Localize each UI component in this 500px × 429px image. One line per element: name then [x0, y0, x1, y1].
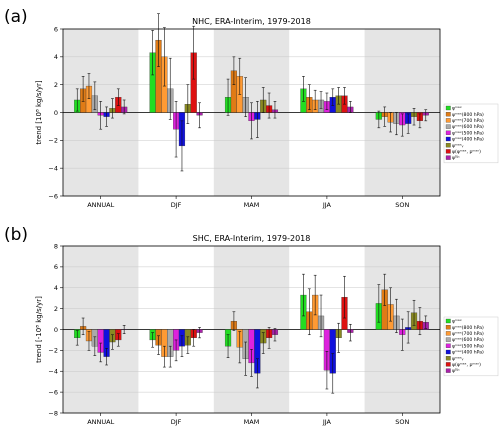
legend-box: [443, 316, 499, 377]
x-tick-label: MAM: [244, 418, 260, 426]
panel-label: (b): [4, 225, 28, 245]
y-tick-label: 6: [54, 263, 58, 271]
legend-swatch: [445, 362, 451, 367]
legend-label: ψᵐᵃˣ(700 hPa): [452, 118, 484, 124]
plot-frame: [62, 245, 441, 414]
x-tick-label: ANNUAL: [87, 201, 114, 209]
legend-swatch: [445, 331, 451, 336]
legend-swatch: [445, 112, 451, 117]
legend-swatch: [445, 105, 451, 111]
legend-label: ψᴰᴶᶜ: [452, 369, 460, 374]
y-axis-label: trend [-10⁸ kg/s/yr]: [35, 296, 43, 363]
legend-swatch: [445, 136, 451, 142]
chart-title: SHC, ERA-Interim, 1979-2018: [193, 234, 311, 243]
plot-frame: [62, 28, 441, 197]
legend-swatch: [445, 149, 451, 154]
legend-box: [443, 103, 499, 164]
y-tick-label: −2: [48, 347, 58, 355]
x-tick-label: SON: [395, 418, 409, 426]
legend-label: ψ(φᵐᵃˣ, pᵐᵃˣ): [452, 362, 481, 368]
x-tick-label: DJF: [171, 418, 182, 426]
y-tick-label: 2: [54, 81, 58, 89]
legend-swatch: [445, 368, 451, 373]
y-axis-label: trend [10⁸ kg/s/yr]: [35, 80, 43, 144]
legend-label: ψᵐᵃˣ(400 hPa): [452, 137, 484, 143]
y-tick-label: −4: [48, 368, 58, 376]
x-tick-label: JJA: [322, 201, 332, 209]
chart-title: NHC, ERA-Interim, 1979-2018: [192, 17, 311, 26]
legend-label: ψᵐᵃˣ(400 hPa): [452, 350, 484, 356]
chart-panel-1: −6 −4 −2 0 2 4 6 ANNUAL DJF MAM JJA SON NHC, ERA-Int…: [4, 7, 499, 209]
x-tick-label: SON: [395, 201, 409, 209]
legend-label: ψᵐᵃˣ(800 hPa): [452, 325, 484, 331]
legend-swatch: [445, 124, 451, 129]
legend-label: ψᴰᴶᶜ: [452, 156, 460, 161]
legend-swatch: [445, 143, 451, 148]
y-tick-label: 4: [54, 284, 58, 292]
y-tick-label: −4: [48, 164, 58, 172]
y-tick-label: −6: [48, 192, 58, 200]
legend-label: ψᵐᵃˣ: [452, 107, 462, 112]
y-tick-label: 8: [54, 242, 58, 250]
legend-swatch: [445, 118, 451, 123]
legend-label: ψᵐᵃˣ(700 hPa): [452, 331, 484, 337]
legend-label: ψᵐᵃˣᵧ: [452, 144, 464, 149]
legend-swatch: [445, 155, 451, 160]
legend-swatch: [445, 337, 451, 342]
y-tick-label: 0: [54, 109, 58, 117]
legend-label: ψᵐᵃˣ(500 hPa): [452, 130, 484, 136]
legend-label: ψ(φᵐᵃˣ, pᵐᵃˣ): [452, 149, 481, 155]
y-tick-label: 0: [54, 326, 58, 334]
legend-label: ψᵐᵃˣᵧ: [452, 357, 464, 362]
y-tick-label: 2: [54, 305, 58, 313]
legend-swatch: [445, 130, 451, 135]
y-tick-label: 4: [54, 53, 58, 61]
legend-label: ψᵐᵃˣ(600 hPa): [452, 124, 484, 130]
legend-label: ψᵐᵃˣ(500 hPa): [452, 343, 484, 349]
panel-label: (a): [4, 7, 28, 27]
legend-swatch: [445, 356, 451, 361]
y-tick-label: −2: [48, 137, 58, 145]
legend-label: ψᵐᵃˣ(800 hPa): [452, 112, 484, 118]
x-tick-label: ANNUAL: [87, 418, 114, 426]
legend-label: ψᵐᵃˣ(600 hPa): [452, 337, 484, 343]
x-tick-label: MAM: [244, 201, 260, 209]
y-tick-label: −6: [48, 388, 58, 396]
legend-swatch: [445, 349, 451, 355]
x-tick-label: JJA: [322, 418, 332, 426]
x-tick-label: DJF: [171, 201, 182, 209]
y-tick-label: 6: [54, 25, 58, 33]
legend-swatch: [445, 318, 451, 324]
y-tick-label: −8: [48, 409, 58, 417]
chart-panel-2: −8 −6 −4 −2 0 2 4 6 8 ANNUAL DJF MAM JJA SON SHC, ERA-…: [4, 225, 499, 426]
legend-swatch: [445, 325, 451, 330]
legend-swatch: [445, 343, 451, 348]
legend-label: ψᵐᵃˣ: [452, 320, 462, 325]
